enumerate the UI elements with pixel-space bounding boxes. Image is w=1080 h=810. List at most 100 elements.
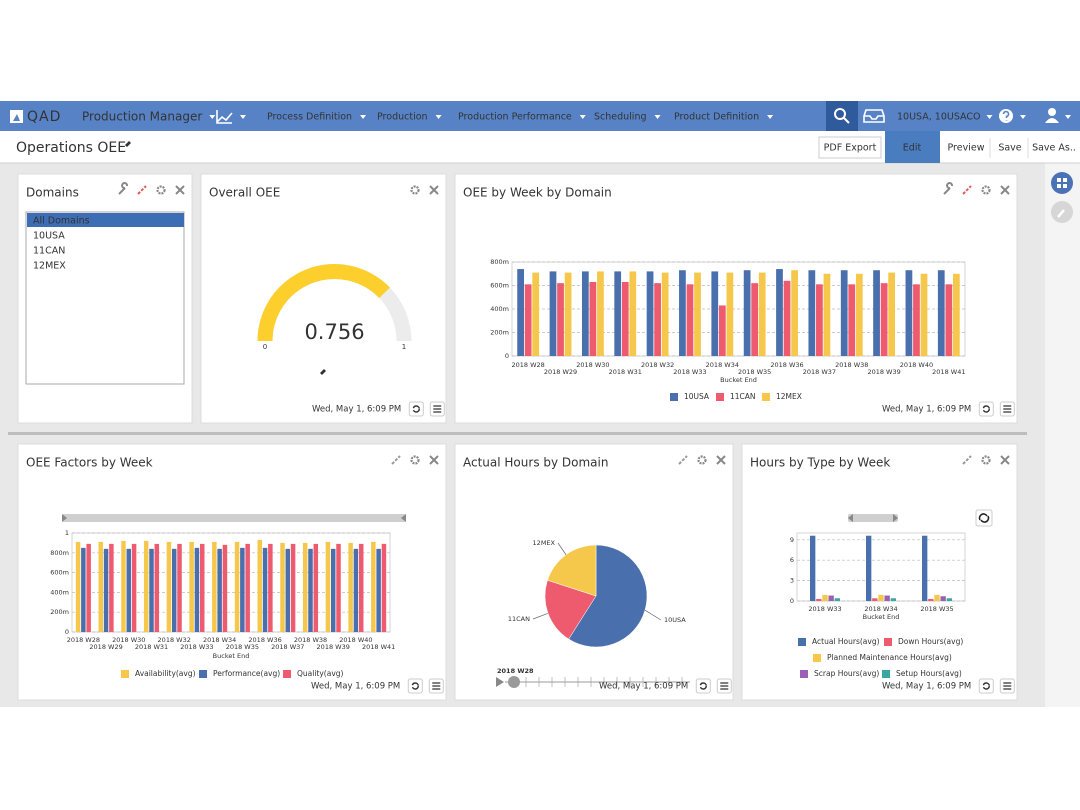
bar [353,548,359,632]
close-icon[interactable] [175,185,185,195]
nav-menu[interactable]: Product Definition [674,112,759,123]
legend-label[interactable]: Availability(avg) [135,669,196,678]
legend-label[interactable]: Performance(avg) [213,669,280,678]
bar [532,272,540,356]
link-icon[interactable] [962,185,972,195]
bar [686,284,694,356]
scroll-track [848,514,898,522]
nav-menu[interactable]: Production [377,112,428,123]
settings-icon[interactable] [981,455,991,465]
close-icon[interactable] [716,455,726,465]
bar [149,548,154,632]
domain-item[interactable]: 11CAN [33,246,65,257]
domain-item[interactable]: All Domains [33,216,90,227]
legend-swatch [884,638,892,646]
x-tick-label: 2018 W36 [770,361,803,369]
legend-label[interactable]: Scrap Hours(avg) [814,669,879,678]
bar [945,284,953,356]
refresh-button[interactable] [407,678,423,694]
legend-swatch [199,670,207,678]
wrench-icon[interactable] [943,182,953,195]
reset-zoom-button[interactable] [975,509,993,527]
legend-label[interactable]: Setup Hours(avg) [896,669,962,678]
settings-icon[interactable] [410,185,420,195]
pdf-export-button[interactable] [818,136,882,159]
x-tick-label: 2018 W35 [738,368,771,376]
inbox-icon[interactable] [863,109,885,123]
close-icon[interactable] [429,185,439,195]
bar [517,269,525,356]
bar [823,273,831,356]
link-icon[interactable] [962,455,972,465]
analytics-icon[interactable] [216,110,233,124]
bar [177,543,182,632]
search-button[interactable] [826,101,858,131]
gauge-fill [257,264,390,341]
play-button[interactable] [496,677,504,687]
bar [791,270,798,356]
refresh-button[interactable] [695,678,711,694]
settings-icon[interactable] [981,185,991,195]
bar [524,284,532,356]
bar [855,273,863,356]
domain-item[interactable]: 10USA [33,231,65,242]
link-icon[interactable] [391,455,401,465]
settings-icon[interactable] [697,455,707,465]
legend-swatch [121,670,129,678]
refresh-button[interactable] [978,401,994,417]
panel [200,173,447,424]
refresh-button[interactable] [408,401,424,417]
logo-text: QAD [27,109,61,125]
bar [257,539,263,632]
refresh-button[interactable] [978,678,994,694]
legend-label[interactable]: Down Hours(avg) [898,637,963,646]
wrench-icon[interactable] [118,182,128,195]
menu-icon [432,682,441,690]
legend-label[interactable]: 12MEX [776,392,802,401]
domain-item[interactable]: 12MEX [33,261,66,272]
nav-menu[interactable]: Scheduling [594,112,647,123]
legend-label[interactable]: 10USA [684,392,710,401]
close-icon[interactable] [1000,455,1010,465]
sidebar-tools-icon [1057,209,1065,218]
x-tick-label: 2018 W29 [544,368,577,376]
link-icon[interactable] [678,455,688,465]
bar [194,547,200,632]
site-selector[interactable]: 10USA, 10USACO [897,112,980,123]
scroll-track [62,514,406,522]
settings-icon[interactable] [156,185,166,195]
bar [308,548,313,632]
scroll-handle[interactable] [848,514,898,522]
bar [743,270,751,356]
legend-label[interactable]: Actual Hours(avg) [812,637,880,646]
x-tick-label: 2018 W34 [864,605,897,613]
header-button-label[interactable]: PDF Export [824,143,877,154]
bar [758,272,766,356]
legend-label[interactable]: Planned Maintenance Hours(avg) [827,653,952,662]
bar [848,284,856,356]
nav-menu[interactable]: Process Definition [267,112,352,123]
edit-button[interactable] [885,131,940,163]
legend-label[interactable]: Quality(avg) [297,669,344,678]
header-button-label[interactable]: Save As.. [1032,143,1076,154]
slider-knob[interactable] [508,676,520,688]
x-tick-label: 2018 W36 [248,636,281,644]
nav-menu[interactable]: Production Performance [458,112,572,123]
header-button-label[interactable]: Preview [948,143,985,154]
sidebar-dashboard-button[interactable] [1051,172,1073,194]
legend-label[interactable]: 11CAN [730,392,756,401]
bar [143,540,149,632]
link-icon[interactable] [137,185,147,195]
close-icon[interactable] [1000,185,1010,195]
bar [564,272,572,356]
close-icon[interactable] [429,455,439,465]
header-button-label[interactable]: Edit [903,143,922,154]
user-icon-head[interactable] [1048,108,1056,116]
settings-icon[interactable] [410,455,420,465]
header-button-label[interactable]: Save [998,143,1021,154]
app-menu[interactable]: Production Manager [82,110,202,124]
y-tick-label: 200m [490,329,509,337]
bar [376,548,381,632]
menu-icon [433,405,442,413]
bar [880,283,888,356]
